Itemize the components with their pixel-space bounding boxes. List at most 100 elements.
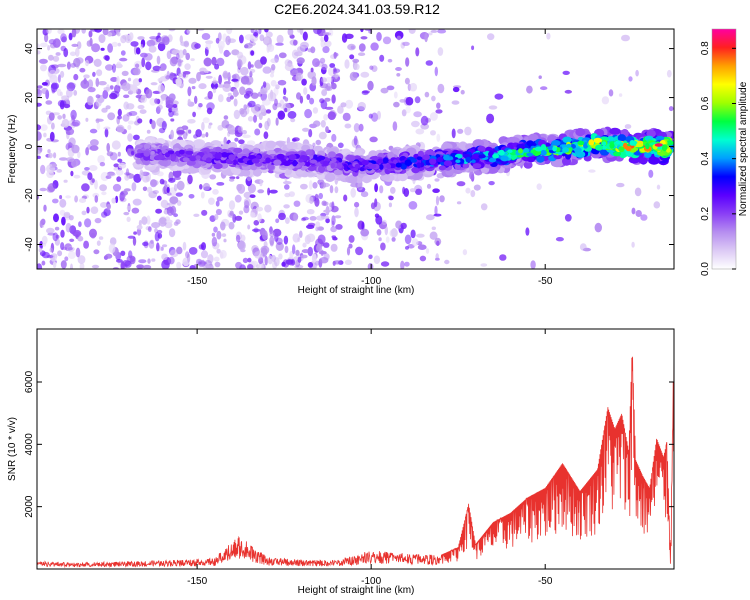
heatmap-noise-cell bbox=[488, 105, 498, 110]
heatmap-noise-cell bbox=[102, 29, 109, 36]
heatmap-noise-cell bbox=[209, 174, 217, 180]
heatmap-noise-cell bbox=[182, 72, 187, 78]
heatmap-noise-cell bbox=[174, 109, 179, 114]
heatmap-noise-cell bbox=[653, 201, 661, 209]
heatmap-noise-cell bbox=[555, 237, 564, 242]
heatmap-ridge-cell bbox=[273, 159, 282, 166]
heatmap-ridge-cell bbox=[518, 148, 523, 154]
heatmap-noise-cell bbox=[104, 128, 109, 138]
heatmap-noise-cell bbox=[352, 58, 360, 64]
heatmap-noise-cell bbox=[170, 129, 175, 140]
heatmap-noise-cell bbox=[107, 112, 116, 121]
heatmap-ridge-cell bbox=[526, 140, 534, 147]
heatmap-noise-cell bbox=[37, 263, 43, 269]
heatmap-noise-cell bbox=[332, 260, 336, 266]
heatmap-noise-cell bbox=[324, 40, 332, 48]
heatmap-noise-cell bbox=[368, 254, 373, 260]
heatmap-noise-cell bbox=[323, 242, 330, 248]
heatmap-noise-cell bbox=[37, 85, 43, 89]
y-tick-label: 20 bbox=[24, 92, 35, 104]
heatmap-noise-cell bbox=[271, 64, 276, 71]
heatmap-noise-cell bbox=[207, 124, 212, 129]
heatmap-noise-cell bbox=[259, 34, 265, 42]
heatmap-noise-cell bbox=[631, 207, 636, 215]
heatmap-noise-cell bbox=[47, 149, 51, 154]
heatmap-noise-cell bbox=[404, 234, 412, 245]
heatmap-noise-cell bbox=[433, 213, 442, 217]
heatmap-noise-cell bbox=[65, 128, 75, 136]
heatmap-ridge-cell bbox=[662, 145, 667, 152]
heatmap-ridge-cell bbox=[368, 150, 378, 158]
heatmap-noise-cell bbox=[666, 69, 672, 78]
heatmap-noise-cell bbox=[75, 247, 81, 258]
heatmap-noise-cell bbox=[353, 135, 358, 146]
heatmap-ridge-cell bbox=[429, 158, 437, 165]
heatmap-noise-cell bbox=[616, 182, 625, 188]
heatmap-y-axis-label: Frequency (Hz) bbox=[7, 115, 18, 184]
heatmap-ridge-cell bbox=[477, 145, 486, 152]
heatmap-noise-cell bbox=[415, 188, 423, 195]
heatmap-noise-cell bbox=[260, 56, 267, 65]
heatmap-ridge-cell bbox=[455, 159, 461, 163]
heatmap-noise-cell bbox=[416, 233, 425, 238]
heatmap-noise-cell bbox=[290, 70, 296, 76]
colorbar-label: Normalized spectral amplitude bbox=[738, 81, 749, 216]
heatmap-noise-cell bbox=[124, 188, 131, 192]
heatmap-noise-cell bbox=[358, 123, 364, 132]
heatmap-noise-cell bbox=[360, 228, 370, 237]
heatmap-noise-cell bbox=[176, 246, 183, 255]
y-tick-label: -20 bbox=[24, 188, 35, 203]
heatmap-noise-cell bbox=[107, 32, 113, 37]
heatmap-ridge-cell bbox=[185, 150, 194, 155]
heatmap-noise-cell bbox=[95, 94, 101, 99]
heatmap-noise-cell bbox=[417, 244, 427, 250]
heatmap-noise-cell bbox=[217, 40, 225, 50]
heatmap-noise-cell bbox=[116, 176, 122, 182]
heatmap-noise-cell bbox=[125, 168, 130, 177]
heatmap-noise-cell bbox=[219, 251, 224, 259]
heatmap-noise-cell bbox=[246, 140, 256, 147]
heatmap-noise-cell bbox=[293, 212, 299, 222]
heatmap-noise-cell bbox=[451, 128, 456, 139]
heatmap-noise-cell bbox=[234, 137, 239, 142]
heatmap-noise-cell bbox=[66, 88, 73, 98]
heatmap-noise-cell bbox=[43, 132, 47, 138]
heatmap-noise-cell bbox=[211, 80, 219, 84]
heatmap-noise-cell bbox=[83, 240, 89, 249]
heatmap-ridge-cell bbox=[322, 160, 329, 166]
heatmap-noise-cell bbox=[640, 214, 648, 221]
heatmap-noise-cell bbox=[90, 139, 99, 147]
heatmap-noise-cell bbox=[325, 126, 329, 133]
heatmap-ridge-cell bbox=[618, 146, 625, 153]
heatmap-noise-cell bbox=[142, 186, 148, 192]
heatmap-noise-cell bbox=[480, 263, 488, 267]
heatmap-noise-cell bbox=[391, 228, 398, 238]
heatmap-noise-cell bbox=[181, 125, 189, 130]
heatmap-noise-cell bbox=[154, 98, 159, 104]
heatmap-noise-cell bbox=[360, 191, 369, 198]
heatmap-noise-cell bbox=[332, 236, 338, 241]
heatmap-noise-cell bbox=[170, 205, 177, 216]
heatmap-noise-cell bbox=[656, 184, 661, 190]
heatmap-noise-cell bbox=[70, 170, 74, 177]
heatmap-noise-cell bbox=[668, 106, 674, 112]
heatmap-ridge-cell bbox=[345, 155, 356, 161]
heatmap-noise-cell bbox=[229, 95, 234, 100]
heatmap-noise-cell bbox=[112, 63, 116, 73]
heatmap-noise-cell bbox=[188, 247, 198, 255]
heatmap-noise-cell bbox=[211, 236, 218, 247]
heatmap-noise-cell bbox=[299, 230, 303, 238]
heatmap-noise-cell bbox=[376, 229, 382, 236]
heatmap-noise-cell bbox=[132, 198, 142, 206]
heatmap-noise-cell bbox=[319, 57, 326, 64]
heatmap-noise-cell bbox=[70, 121, 80, 127]
heatmap-noise-cell bbox=[160, 199, 169, 209]
heatmap-noise-cell bbox=[176, 180, 185, 191]
heatmap-noise-cell bbox=[234, 194, 242, 203]
heatmap-ridge-cell bbox=[617, 134, 627, 142]
heatmap-noise-cell bbox=[275, 242, 284, 251]
heatmap-noise-cell bbox=[124, 34, 132, 44]
heatmap-noise-cell bbox=[316, 243, 322, 252]
heatmap-noise-cell bbox=[168, 110, 174, 118]
heatmap-noise-cell bbox=[253, 220, 260, 226]
